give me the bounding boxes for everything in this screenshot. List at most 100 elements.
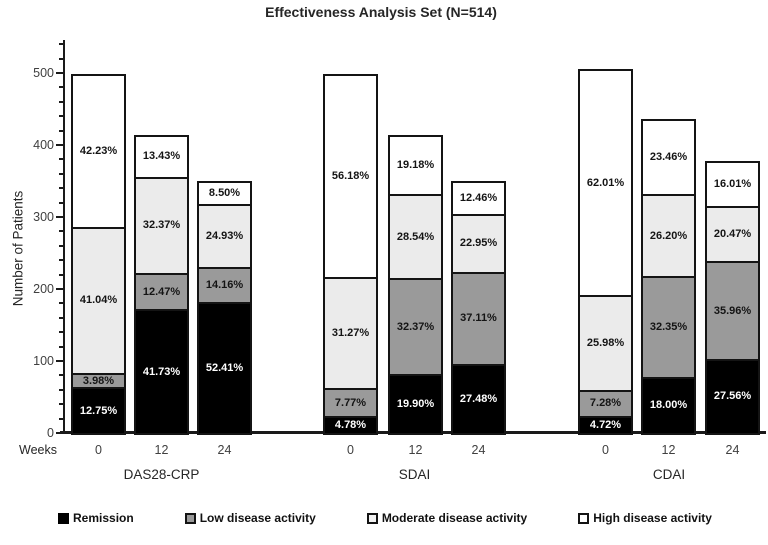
segment-percent-label: 19.90% — [396, 398, 435, 411]
bar-segment-low: 12.47% — [136, 272, 187, 310]
x-tick-label-week-0: 0 — [602, 443, 609, 457]
bar-segment-high: 19.18% — [390, 137, 441, 194]
legend-item-remission: Remission — [58, 511, 134, 525]
bar-segment-remission: 19.90% — [390, 374, 441, 433]
legend-marker-remission — [58, 512, 69, 524]
segment-percent-label: 24.93% — [205, 229, 244, 242]
legend: Remission Low disease activity Moderate di… — [58, 511, 712, 525]
bar-segment-remission: 52.41% — [199, 301, 250, 433]
x-tick-label-week-24: 24 — [217, 443, 232, 457]
y-axis-tick-label: 0 — [47, 426, 54, 440]
segment-percent-label: 52.41% — [205, 361, 244, 374]
bar-segment-high: 12.46% — [453, 183, 504, 215]
y-axis-major-tick — [56, 144, 63, 146]
y-axis-minor-tick — [59, 100, 63, 103]
y-axis-minor-tick — [59, 244, 63, 247]
segment-percent-label: 32.35% — [649, 320, 688, 333]
segment-percent-label: 26.20% — [649, 229, 688, 242]
group-label-cdai: CDAI — [652, 467, 686, 482]
y-axis-minor-tick — [59, 158, 63, 161]
segment-percent-label: 12.75% — [79, 404, 118, 417]
x-tick-label-week-0: 0 — [95, 443, 102, 457]
segment-percent-label: 62.01% — [586, 176, 625, 189]
x-tick-label-week-12: 12 — [154, 443, 169, 457]
segment-percent-label: 18.00% — [649, 399, 688, 412]
segment-percent-label: 41.73% — [142, 365, 181, 378]
segment-percent-label: 12.46% — [459, 192, 498, 205]
bar-segment-high: 42.23% — [73, 76, 124, 227]
segment-percent-label: 25.98% — [586, 336, 625, 349]
y-axis-minor-tick — [59, 273, 63, 276]
legend-item-low: Low disease activity — [184, 511, 316, 525]
y-axis-major-tick — [56, 360, 63, 362]
segment-percent-label: 7.28% — [589, 397, 622, 410]
y-axis-tick-label: 500 — [33, 66, 54, 80]
bar-sdai-week-12: 19.18% 28.54% 32.37% 19.90% — [388, 135, 443, 435]
chart-title: Effectiveness Analysis Set (N=514) — [265, 4, 497, 20]
y-axis-tick-label: 100 — [33, 354, 54, 368]
x-tick-label-week-24: 24 — [471, 443, 486, 457]
bar-segment-low: 35.96% — [707, 261, 758, 359]
bar-segment-remission: 27.48% — [453, 364, 504, 433]
legend-marker-moderate — [366, 512, 378, 524]
bar-cdai-week-24: 16.01% 20.47% 35.96% 27.56% — [705, 161, 760, 435]
segment-percent-label: 20.47% — [713, 228, 752, 241]
segment-percent-label: 7.77% — [334, 396, 367, 409]
x-tick-label-week-12: 12 — [408, 443, 423, 457]
bar-segment-high: 56.18% — [325, 76, 376, 277]
y-axis-minor-tick — [59, 115, 63, 118]
bar-segment-remission: 4.72% — [580, 415, 631, 433]
segment-percent-label: 32.37% — [396, 320, 435, 333]
y-axis-minor-tick — [59, 259, 63, 262]
segment-percent-label: 8.50% — [208, 187, 241, 200]
bar-segment-low: 7.77% — [325, 388, 376, 416]
y-axis-minor-tick — [59, 388, 63, 391]
legend-item-high: High disease activity — [578, 511, 712, 525]
segment-percent-label: 37.11% — [460, 312, 497, 325]
bar-segment-low: 32.37% — [390, 278, 441, 375]
bar-sdai-week-0: 56.18% 31.27% 7.77% 4.78% — [323, 74, 378, 435]
segment-percent-label: 23.46% — [649, 151, 688, 164]
x-tick-label-week-12: 12 — [661, 443, 676, 457]
y-axis-tick-label: 400 — [33, 138, 54, 152]
y-axis-minor-tick — [59, 302, 63, 305]
bar-segment-low: 3.98% — [73, 373, 124, 388]
bar-segment-remission: 4.78% — [325, 415, 376, 433]
y-axis-tick-label: 200 — [33, 282, 54, 296]
bar-segment-moderate: 20.47% — [707, 206, 758, 262]
y-axis-minor-tick — [59, 86, 63, 89]
bar-segment-remission: 27.56% — [707, 358, 758, 433]
bar-das28-crp-week-12: 13.43% 32.37% 12.47% 41.73% — [134, 135, 189, 435]
bar-das28-crp-week-0: 42.23% 41.04% 3.98% 12.75% — [71, 74, 126, 435]
y-axis-minor-tick — [59, 187, 63, 190]
y-axis-label: Number of Patients — [10, 190, 26, 307]
y-axis-major-tick — [56, 72, 63, 74]
bar-segment-high: 16.01% — [707, 163, 758, 207]
legend-label-low: Low disease activity — [199, 511, 316, 525]
group-label-das28-crp: DAS28-CRP — [123, 467, 200, 482]
y-axis-minor-tick — [59, 374, 63, 377]
segment-percent-label: 13.43% — [142, 150, 181, 163]
segment-percent-label: 27.56% — [713, 390, 752, 403]
y-axis-minor-tick — [59, 331, 63, 334]
segment-percent-label: 12.47% — [142, 285, 181, 298]
segment-percent-label: 27.48% — [459, 393, 498, 406]
legend-marker-low — [184, 512, 196, 524]
segment-percent-label: 31.27% — [331, 326, 370, 339]
segment-percent-label: 4.78% — [334, 418, 367, 431]
bar-cdai-week-12: 23.46% 26.20% 32.35% 18.00% — [641, 119, 696, 435]
bar-segment-high: 13.43% — [136, 137, 187, 177]
bar-segment-moderate: 31.27% — [325, 276, 376, 389]
legend-label-high: High disease activity — [593, 511, 712, 525]
segment-percent-label: 41.04% — [79, 294, 118, 307]
y-axis-tick-label: 300 — [33, 210, 54, 224]
segment-percent-label: 22.95% — [459, 237, 498, 250]
y-axis-minor-tick — [59, 43, 63, 46]
bar-segment-high: 8.50% — [199, 183, 250, 205]
segment-percent-label: 14.16% — [205, 278, 244, 291]
segment-percent-label: 32.37% — [142, 219, 181, 232]
bar-segment-remission: 41.73% — [136, 309, 187, 433]
weeks-axis-label: Weeks — [19, 443, 57, 457]
group-label-sdai: SDAI — [398, 467, 431, 482]
